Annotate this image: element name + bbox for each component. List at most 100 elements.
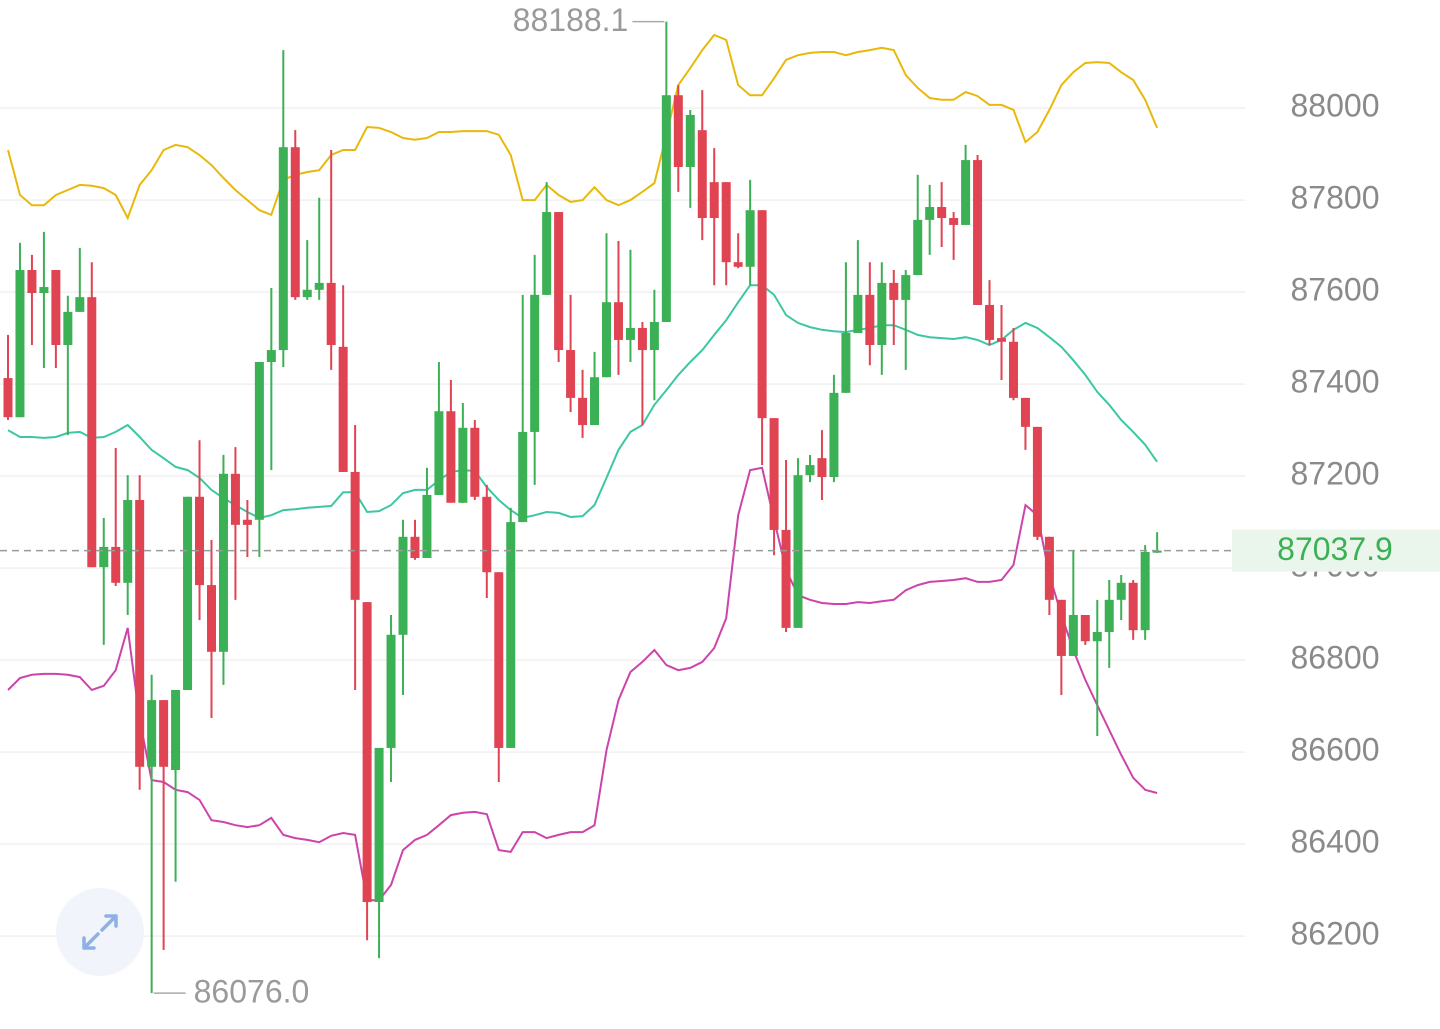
candle-body bbox=[302, 289, 312, 298]
candle-body bbox=[1068, 615, 1078, 656]
expand-button-bg[interactable] bbox=[56, 888, 144, 976]
candle-body bbox=[218, 473, 228, 652]
candle-body bbox=[410, 536, 420, 558]
candle-body bbox=[745, 210, 755, 267]
candle-body bbox=[997, 338, 1007, 342]
candle-body bbox=[1032, 426, 1042, 537]
last-price-label: 87037.9 bbox=[1277, 531, 1393, 567]
candle-body bbox=[111, 546, 121, 583]
candle-body bbox=[829, 392, 839, 478]
candle-body bbox=[685, 114, 695, 167]
candle-body bbox=[865, 294, 875, 345]
candle-body bbox=[841, 333, 851, 393]
candle-body bbox=[374, 747, 384, 903]
candle-body bbox=[135, 500, 145, 767]
candle-body bbox=[171, 689, 181, 771]
candle-body bbox=[314, 282, 324, 290]
candle-body bbox=[613, 302, 623, 340]
candle-body bbox=[913, 219, 923, 276]
candle-body bbox=[446, 411, 456, 503]
candle-body bbox=[1056, 599, 1066, 656]
candle-body bbox=[458, 427, 468, 503]
candle-body bbox=[721, 182, 731, 263]
candle-body bbox=[1116, 582, 1126, 600]
candle-body bbox=[817, 458, 827, 478]
candle-body bbox=[673, 95, 683, 167]
candle-body bbox=[1044, 536, 1054, 600]
grid bbox=[0, 107, 1245, 937]
candle-body bbox=[1080, 615, 1090, 642]
expand-icon[interactable] bbox=[82, 914, 118, 950]
candle-body bbox=[602, 302, 611, 378]
last-price-bg bbox=[1232, 529, 1440, 572]
candle-body bbox=[901, 275, 911, 300]
candle-body bbox=[1104, 599, 1114, 633]
candle-body bbox=[733, 262, 743, 267]
candle-body bbox=[805, 465, 815, 476]
candle-body bbox=[518, 431, 528, 523]
candle-body bbox=[769, 418, 779, 530]
candle-body bbox=[709, 182, 719, 219]
y-tick-label: 87800 bbox=[1291, 180, 1380, 216]
candle-body bbox=[1152, 550, 1162, 553]
candle-body bbox=[206, 585, 216, 652]
candle-body bbox=[338, 346, 348, 472]
candle-body bbox=[51, 270, 61, 345]
candle-body bbox=[853, 294, 863, 334]
y-tick-label: 87400 bbox=[1291, 364, 1380, 400]
y-tick-label: 86800 bbox=[1291, 640, 1380, 676]
candle-body bbox=[1020, 397, 1030, 427]
candle-body bbox=[554, 212, 564, 351]
band-line bbox=[7, 466, 1158, 902]
y-tick-label: 88000 bbox=[1291, 88, 1380, 124]
candle-body bbox=[1140, 551, 1150, 631]
candle-body bbox=[3, 378, 13, 418]
candle-body bbox=[661, 95, 671, 322]
y-tick-label: 87200 bbox=[1291, 456, 1380, 492]
candle-body bbox=[494, 572, 504, 748]
candle-body bbox=[793, 475, 803, 628]
candle-body bbox=[566, 350, 576, 398]
candle-body bbox=[39, 287, 49, 294]
candle-body bbox=[159, 700, 169, 767]
candle-body bbox=[578, 397, 588, 426]
candle-body bbox=[75, 297, 85, 312]
candle-body bbox=[147, 700, 157, 767]
candle-body bbox=[973, 160, 983, 305]
y-tick-label: 86600 bbox=[1291, 732, 1380, 768]
candle-body bbox=[326, 282, 336, 345]
candle-body bbox=[590, 377, 600, 426]
candle-body bbox=[99, 546, 109, 568]
high-label: 88188.1 bbox=[513, 2, 629, 38]
candle-body bbox=[266, 350, 276, 363]
candle-body bbox=[625, 327, 635, 340]
candle-body bbox=[63, 311, 73, 345]
candle-body bbox=[362, 602, 372, 903]
candle-body bbox=[925, 206, 935, 220]
candle-body bbox=[15, 270, 25, 418]
candle-body bbox=[1128, 582, 1138, 631]
candle-body bbox=[637, 327, 647, 351]
candle-body bbox=[398, 536, 408, 635]
candle-body bbox=[937, 206, 947, 219]
expand-button[interactable] bbox=[56, 888, 144, 976]
candle-body bbox=[183, 496, 193, 690]
candle-body bbox=[949, 218, 959, 225]
candle-body bbox=[290, 147, 300, 298]
candle-body bbox=[434, 411, 444, 495]
y-tick-label: 86200 bbox=[1291, 916, 1380, 952]
candle-body bbox=[649, 321, 659, 351]
candle-body bbox=[697, 130, 707, 219]
candle-body bbox=[278, 147, 288, 351]
candle-body bbox=[482, 496, 492, 573]
candle-body bbox=[123, 500, 133, 583]
y-tick-label: 86400 bbox=[1291, 824, 1380, 860]
candle-body bbox=[889, 282, 899, 300]
candle-body bbox=[542, 212, 552, 295]
candle-body bbox=[1008, 341, 1018, 398]
candle-body bbox=[985, 304, 995, 340]
y-tick-label: 87600 bbox=[1291, 272, 1380, 308]
candle-body bbox=[757, 210, 767, 419]
